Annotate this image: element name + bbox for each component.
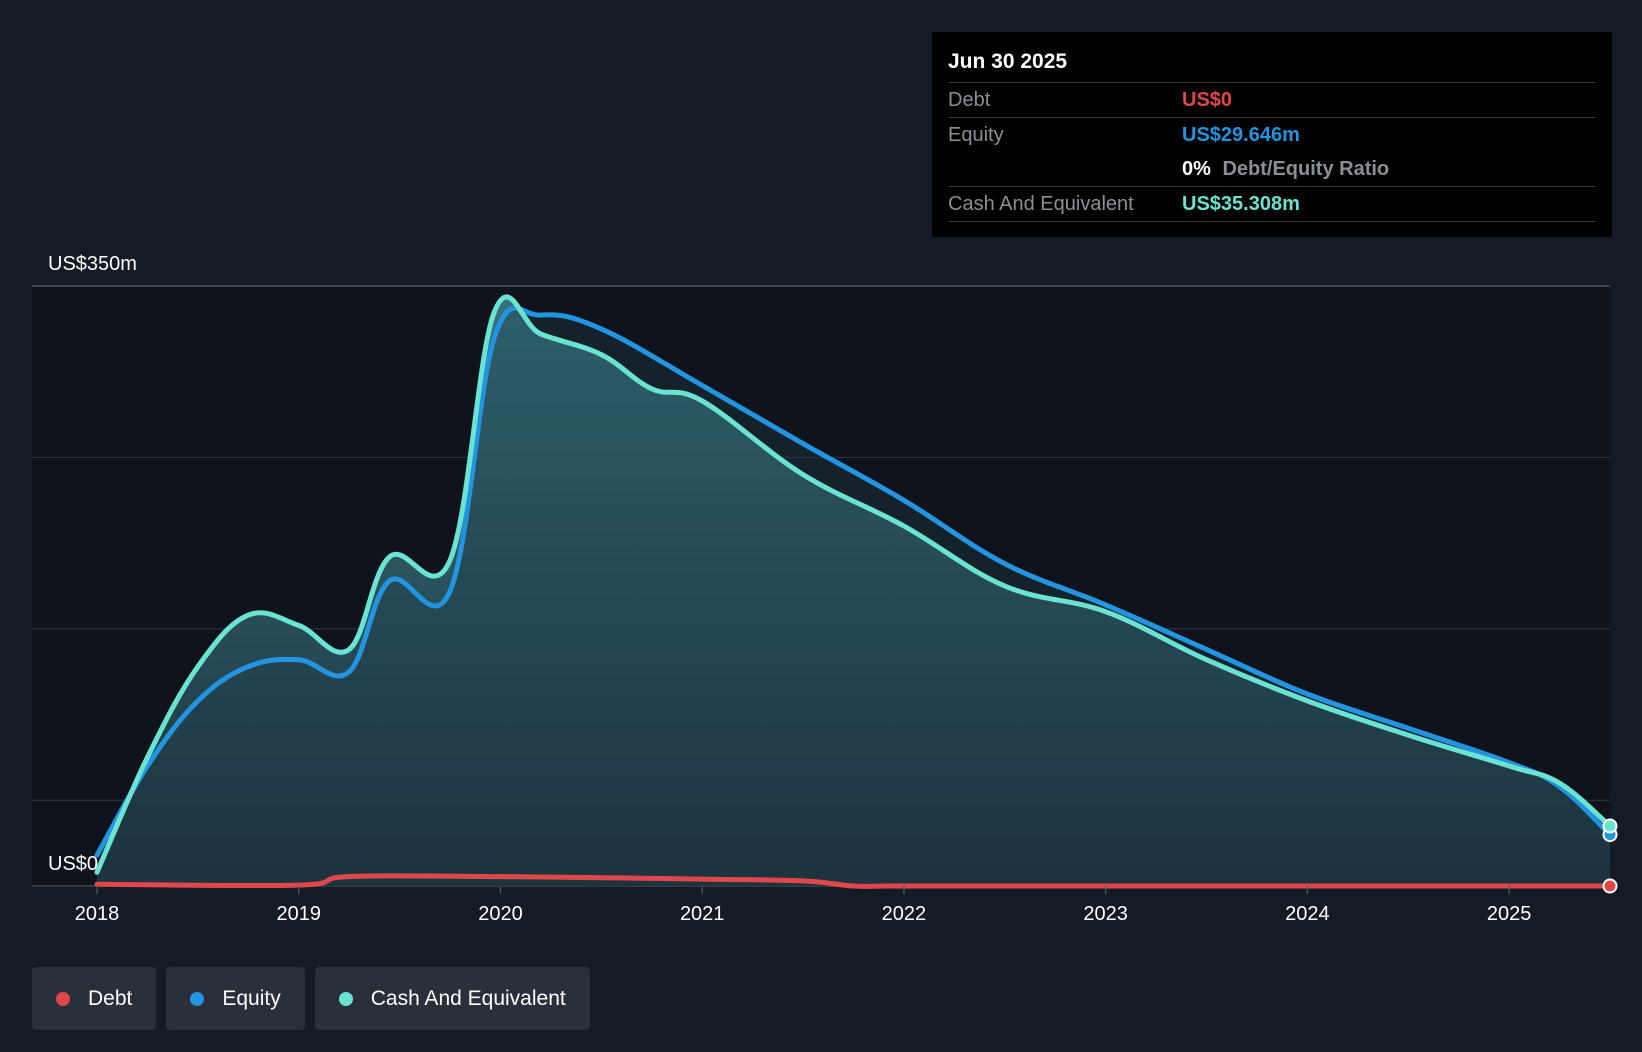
cash-dot-icon [338, 991, 353, 1006]
x-tick-label-2018: 2018 [75, 903, 120, 925]
cash-end-point [1602, 818, 1618, 834]
tooltip-cash-row: Cash And Equivalent US$35.308m [948, 187, 1596, 222]
y-axis-bottom-label: US$0 [48, 853, 98, 875]
x-axis-ticks: 2018 2019 2020 2021 2022 2023 2024 2025 [75, 886, 1532, 925]
equity-dot-icon [190, 991, 205, 1006]
tooltip-debt-label: Debt [948, 89, 991, 111]
tooltip-ratio-label: Debt/Equity Ratio [1222, 158, 1390, 180]
x-tick-label-2021: 2021 [680, 903, 725, 925]
x-tick-label-2019: 2019 [276, 903, 321, 925]
x-tick-label-2022: 2022 [882, 903, 927, 925]
tooltip-ratio-spacer [948, 152, 1182, 186]
chart-legend: Debt Equity Cash And Equivalent [32, 967, 590, 1030]
debt-end-point [1602, 878, 1618, 894]
debt-series-line [94, 873, 1613, 889]
legend-equity-label: Equity [222, 986, 281, 1010]
tooltip-debt-value: US$0 [1182, 89, 1233, 111]
tooltip-equity-row: Equity US$29.646m [948, 118, 1596, 152]
legend-cash-label: Cash And Equivalent [370, 986, 566, 1010]
tooltip-equity-label: Equity [948, 124, 1004, 146]
tooltip-ratio-row: 0% Debt/Equity Ratio [948, 152, 1596, 187]
tooltip-cash-value: US$35.308m [1182, 193, 1300, 215]
legend-item-debt[interactable]: Debt [32, 967, 157, 1030]
x-tick-label-2020: 2020 [478, 903, 523, 925]
x-tick-label-2023: 2023 [1083, 903, 1128, 925]
debt-dot-icon [56, 991, 70, 1006]
tooltip-ratio-value: 0% [1182, 158, 1211, 180]
cash-series-line [94, 294, 1613, 875]
tooltip-equity-value: US$29.646m [1182, 124, 1300, 146]
tooltip-cash-label: Cash And Equivalent [948, 193, 1134, 215]
legend-debt-label: Debt [88, 986, 133, 1010]
legend-item-equity[interactable]: Equity [166, 967, 305, 1030]
tooltip-debt-row: Debt US$0 [948, 83, 1596, 118]
legend-item-cash[interactable]: Cash And Equivalent [314, 967, 590, 1030]
tooltip-date: Jun 30 2025 [948, 32, 1596, 83]
x-tick-label-2024: 2024 [1285, 903, 1330, 925]
equity-series-line [94, 305, 1613, 858]
y-axis-top-label: US$350m [48, 253, 137, 275]
hover-tooltip: Jun 30 2025 Debt US$0 Equity US$29.646m … [932, 32, 1612, 237]
x-tick-label-2025: 2025 [1487, 903, 1532, 925]
